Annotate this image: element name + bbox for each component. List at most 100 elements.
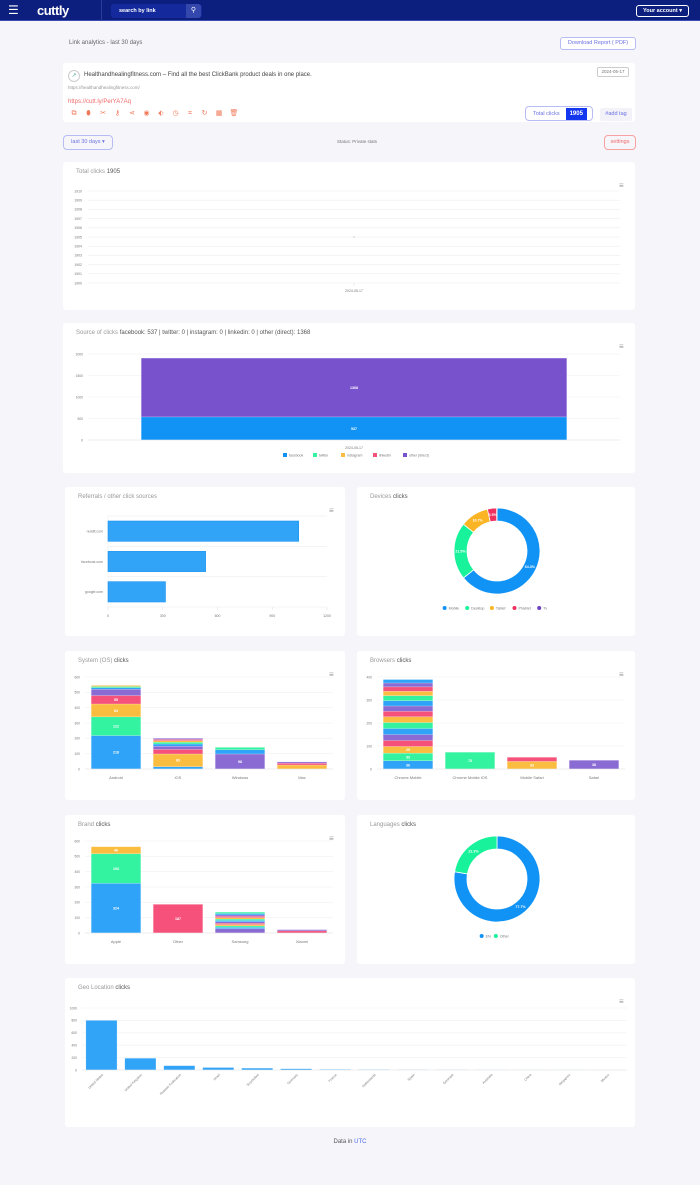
y-tick-label: 0 [78,767,80,771]
legend-marker [479,934,484,938]
share-icon[interactable]: ⋖ [129,110,135,117]
y-tick-label: 1904 [74,245,82,249]
chart-title: Referrals / other click sources [78,494,157,500]
data-label: 33 [530,764,534,768]
data-label: 84 [114,709,118,713]
y-tick-label: 400 [74,706,80,710]
add-tag-button[interactable]: #add tag [600,108,632,121]
refresh-icon[interactable]: ↻ [201,110,208,117]
chart-title: Total clicks 1905 [76,169,120,175]
chart-title: Geo Location clicks [78,985,130,991]
x-category-label: Chrome Mobile iOS [453,775,488,780]
source-chart: 0 500 1000 1500 2000 537 1368 2024-05-17 faceboo… [76,352,620,458]
key-icon[interactable]: ⚷ [114,110,121,117]
target-icon[interactable]: ◉ [143,110,150,117]
footer-text: Data in [333,1139,353,1145]
y-tick-label: 0 [78,931,80,935]
chart-menu-icon[interactable]: ≡ [619,997,624,1006]
legend-item: EN [486,934,491,938]
chart-title: System (OS) clicks [78,658,129,664]
data-label: 46 [114,849,118,853]
bar-segment-Android [91,685,141,687]
y-tick-label: 1901 [74,272,82,276]
y-tick-label: 1909 [74,199,82,203]
pin-icon[interactable]: ⬮ [86,110,91,117]
data-label: 38 [592,763,596,767]
y-tick-label: 0 [370,767,372,771]
x-category-label: United Kingdom [124,1073,144,1093]
search-input[interactable] [111,4,186,18]
legend-item: Mobile [449,606,460,610]
bar-segment-Chrome Mobile [383,705,433,712]
legend-marker [489,606,494,610]
bar-segment-Chrome Mobile [383,734,433,741]
logo[interactable]: cuttly [37,3,69,18]
chart-title-value: clicks [114,658,129,664]
copy-icon[interactable]: ⧉ [71,110,77,117]
download-report-button[interactable]: Download Report ( PDF) [560,37,636,50]
chart-title-prefix: Devices [370,494,392,500]
clock-icon[interactable]: ◷ [172,110,179,117]
bar-segment-Windows [214,747,265,750]
bar-segment-Samsung [214,927,265,929]
x-category-label: Australia [482,1073,494,1085]
bar-segment-Chrome Mobile [383,728,433,735]
devices-chart-card: Devices clicks 64.3% 21.5% 10.7% 3.5% Mobile D… [357,487,635,636]
chart-menu-icon[interactable]: ≡ [329,506,334,515]
languages-chart-card: Languages clicks 77.7% 22.3% EN Other [357,815,635,964]
bar-segment-Chrome Mobile [383,740,433,747]
y-tick-label: 300 [74,721,80,725]
utc-link[interactable]: UTC [354,1139,367,1145]
chart-menu-icon[interactable]: ≡ [619,181,624,190]
y-tick-label: 1908 [74,208,82,212]
x-tick-label: 1200 [323,614,331,618]
languages-chart: 77.7% 22.3% EN Other [453,835,541,938]
chart-menu-icon[interactable]: ≡ [619,342,624,351]
chart-title-value: clicks [95,822,111,828]
cut-icon[interactable]: ✂ [100,110,106,117]
bar-segment-Android [91,735,141,770]
bar-segment-Chrome Mobile [383,679,433,684]
chart-menu-icon[interactable]: ≡ [329,834,334,843]
slice-Other [454,835,498,875]
total-clicks-value: 1905 [565,107,587,120]
y-tick-label: 600 [71,1031,77,1035]
bar-segment-iOS [152,741,203,745]
chart-title: Browsers clicks [370,658,411,664]
page-title: Link analytics - last 30 days [69,40,143,46]
y-category-label: google.com [85,590,103,594]
menu-icon[interactable]: ☰ [8,3,19,17]
brand-chart-card: Brand clicks ≡ 0 100 200 300 400 500 600 324 193 46… [65,815,345,964]
x-category-label: Samsung [232,939,249,944]
qr-code-icon[interactable]: ▦ [215,110,223,117]
x-category-label: Seychelles [246,1073,260,1087]
slice-EN [453,835,541,923]
short-url[interactable]: https://cutt.ly/PerYA7Aq [68,99,131,105]
divider [101,0,102,21]
settings-button[interactable]: settings [604,135,636,150]
chart-title-value: 1905 [106,169,121,175]
search-button[interactable]: ⚲ [186,4,201,18]
legend-item: other (direct) [409,454,429,458]
chart-menu-icon[interactable]: ≡ [329,670,334,679]
account-dropdown[interactable]: Your account ▾ [636,5,689,17]
link-url[interactable]: https://healthandhealingfitness.com/ [68,85,140,90]
bar-google.com [107,581,166,603]
bar-segment-Xiaomi [276,929,327,932]
date-range-dropdown[interactable]: last 30 days ▾ [63,135,113,150]
y-tick-label: 1000 [70,1006,78,1010]
chart-menu-icon[interactable]: ≡ [619,670,624,679]
favicon: ↗ [68,70,80,82]
bar-segment-Samsung [214,922,265,925]
tag-icon[interactable]: ⬖ [158,110,164,117]
data-label: 73 [468,759,472,763]
total-clicks-badge: Total clicks 1905 [525,106,593,121]
trash-icon[interactable]: 🗑 [229,110,239,117]
scan-icon[interactable]: ⌗ [188,110,192,117]
brand-chart: 0 100 200 300 400 500 600 324 193 46 Apple 187 Other… [74,839,333,944]
data-label: 55 [114,698,118,702]
y-tick-label: 200 [71,1056,77,1060]
bar-segment-Samsung [214,913,265,916]
chart-title-value: facebook: 537 | twitter: 0 | instagram: … [119,330,311,336]
slice-Mobile [462,507,541,595]
